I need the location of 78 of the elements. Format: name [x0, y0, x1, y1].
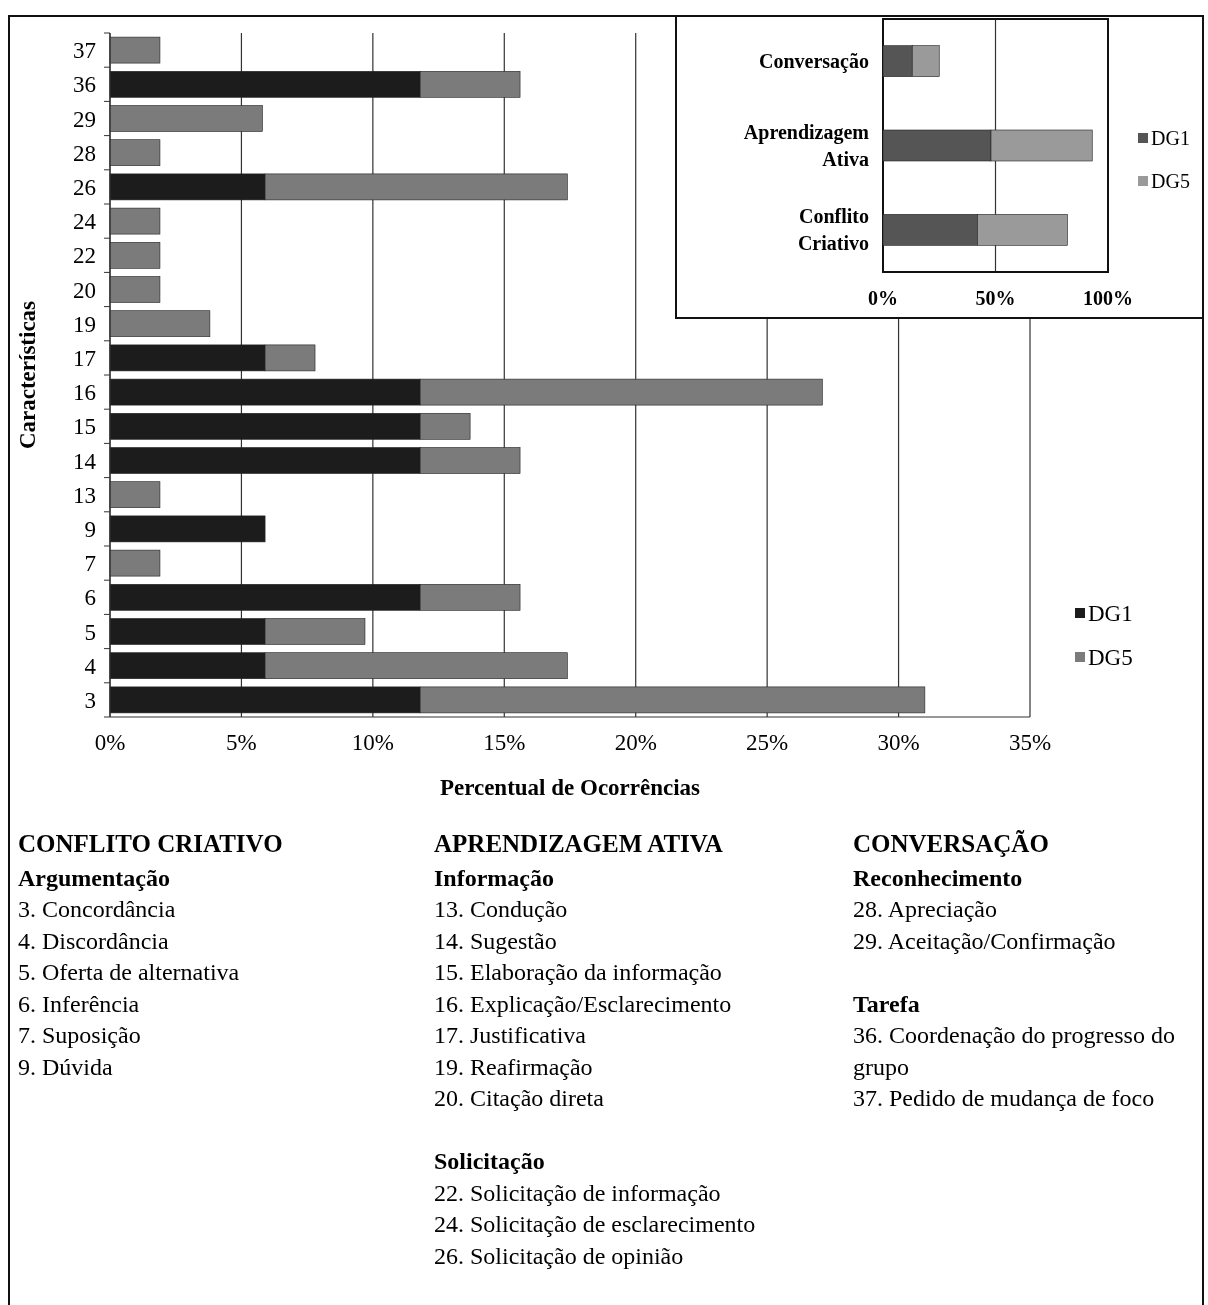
bar	[109, 139, 161, 166]
x-tick-label: 25%	[746, 730, 789, 755]
y-tick-label: 26	[73, 174, 96, 200]
y-tick-label: 20	[73, 277, 96, 303]
text: 13. Condução	[434, 896, 568, 922]
text: Tarefa	[853, 990, 920, 1017]
y-tick-label: 36	[73, 72, 96, 98]
bar	[109, 36, 161, 64]
text: 16. Explicação/Esclarecimento	[434, 990, 732, 1017]
text: 3. Concordância	[18, 896, 176, 922]
text: Reconhecimento	[853, 864, 1023, 891]
y-tick-label: 16	[73, 380, 96, 406]
y-tick-label: 37	[73, 38, 96, 64]
x-tick-label: 20%	[614, 730, 657, 755]
bar	[109, 276, 161, 303]
bar	[109, 515, 266, 543]
y-tick-label: 22	[73, 243, 96, 269]
x-tick-label: 30%	[877, 730, 920, 755]
legend-label: DG5	[1088, 645, 1133, 671]
bar	[109, 310, 211, 337]
bar	[109, 549, 161, 577]
x-tick-label: 0%	[94, 730, 126, 755]
y-tick-label: 24	[73, 209, 97, 235]
y-axis-title: Características	[15, 300, 40, 450]
bar	[109, 242, 161, 269]
bar	[109, 207, 161, 235]
text: 26. Solicitação de opinião	[434, 1242, 684, 1269]
y-tick-label: 3	[84, 687, 96, 713]
text: 36. Coordenação do progresso do grupo	[853, 1022, 1175, 1080]
y-tick-label: Conflito Criativo	[797, 205, 869, 255]
y-tick-label: 7	[84, 551, 96, 577]
text: 6. Inferência	[18, 990, 140, 1017]
bar	[109, 481, 161, 508]
text: 17. Justificativa	[434, 1022, 587, 1048]
y-tick-label: 14	[73, 448, 97, 474]
y-tick-label: Aprendizagem Ativa	[743, 121, 870, 170]
x-tick-label: 15%	[483, 730, 526, 755]
text: APRENDIZAGEM ATIVA	[434, 830, 723, 857]
y-tick-label: 5	[84, 619, 96, 645]
text: Informação	[434, 864, 554, 891]
y-tick-label: 19	[73, 311, 96, 337]
text: Solicitação	[434, 1148, 545, 1174]
y-tick-label: 15	[73, 414, 96, 440]
y-tick-label: 6	[84, 585, 96, 611]
text: 24. Solicitação de esclarecimento	[434, 1211, 756, 1237]
x-tick-label: 35%	[1008, 730, 1052, 755]
text: CONVERSAÇÃO	[853, 830, 1049, 857]
x-tick-label: 100%	[1083, 287, 1133, 309]
text: 19. Reafirmação	[434, 1053, 593, 1080]
text: 4. Discordância	[18, 927, 169, 954]
legend-label: DG5	[1151, 170, 1190, 192]
text: 20. Citação direta	[434, 1085, 605, 1111]
x-tick-label: 5%	[226, 730, 257, 755]
legend-label: DG1	[1088, 601, 1133, 627]
y-tick-label: 13	[73, 482, 96, 508]
x-axis-title: Percentual de Ocorrências	[439, 775, 701, 800]
text: 7. Suposição	[18, 1022, 141, 1048]
text: 28. Apreciação	[853, 896, 997, 922]
text: 37. Pedido de mudança de foco	[853, 1085, 1155, 1111]
text: 15. Elaboração da informação	[434, 959, 722, 985]
y-tick-label: 28	[73, 140, 96, 166]
y-tick-label: 29	[73, 106, 96, 132]
bar	[109, 105, 263, 132]
text: Argumentação	[18, 864, 170, 891]
text: 22. Solicitação de informação	[434, 1179, 721, 1206]
text: 29. Aceitação/Confirmação	[853, 927, 1116, 954]
y-tick-label: Conversação	[759, 50, 869, 74]
text: CONFLITO CRIATIVO	[18, 830, 283, 857]
text: 14. Sugestão	[434, 927, 557, 954]
text: 5. Oferta de alternativa	[18, 959, 240, 985]
text: 9. Dúvida	[18, 1053, 113, 1080]
y-tick-label: 17	[73, 345, 96, 371]
legend-label: DG1	[1151, 127, 1190, 149]
x-tick-label: 10%	[351, 730, 394, 755]
x-tick-label: 0%	[868, 287, 898, 309]
y-tick-label: 4	[84, 653, 97, 679]
x-tick-label: 50%	[975, 287, 1016, 309]
y-tick-label: 9	[84, 516, 96, 542]
